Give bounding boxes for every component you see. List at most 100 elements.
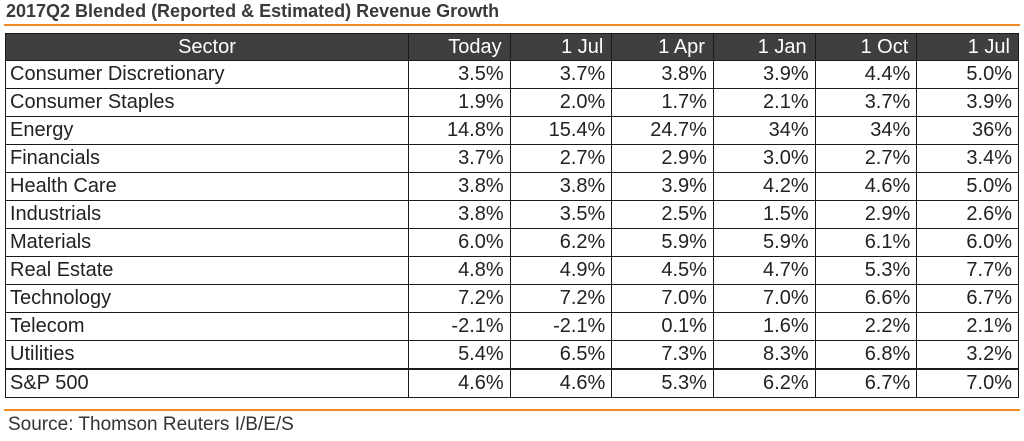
value-cell: 3.8% <box>408 200 511 229</box>
revenue-growth-table: Sector Today 1 Jul 1 Apr 1 Jan 1 Oct 1 J… <box>5 33 1019 398</box>
sector-name: Telecom <box>5 312 409 341</box>
sector-name: Utilities <box>5 340 409 370</box>
value-cell: 6.0% <box>916 228 1019 257</box>
table-row: Financials 3.7% 2.7% 2.9% 3.0% 2.7% 3.4% <box>5 144 1019 173</box>
value-cell: 7.0% <box>712 284 816 313</box>
value-cell: 6.8% <box>814 340 918 370</box>
sector-name: Real Estate <box>5 256 409 285</box>
sector-name: Financials <box>5 144 409 173</box>
value-cell: 5.3% <box>814 256 918 285</box>
value-cell: 4.6% <box>814 172 918 201</box>
sector-name: Energy <box>5 116 409 145</box>
value-cell: 5.0% <box>916 172 1019 201</box>
value-cell: 3.7% <box>509 60 613 89</box>
value-cell: 34% <box>712 116 816 145</box>
value-cell: 3.7% <box>408 144 511 173</box>
value-cell: 3.4% <box>916 144 1019 173</box>
value-cell: 6.7% <box>814 368 918 398</box>
value-cell: 7.2% <box>408 284 511 313</box>
sector-name: Health Care <box>5 172 409 201</box>
value-cell: 34% <box>814 116 918 145</box>
column-header-1-jul-prior: 1 Jul <box>916 33 1019 61</box>
table-row: Utilities 5.4% 6.5% 7.3% 8.3% 6.8% 3.2% <box>5 340 1019 370</box>
value-cell: 6.6% <box>814 284 918 313</box>
table-row: Technology 7.2% 7.2% 7.0% 7.0% 6.6% 6.7% <box>5 284 1019 313</box>
column-header-1-oct: 1 Oct <box>814 33 918 61</box>
value-cell: 3.9% <box>916 88 1019 117</box>
table-row: Consumer Discretionary 3.5% 3.7% 3.8% 3.9% 4.… <box>5 60 1019 89</box>
value-cell: 2.6% <box>916 200 1019 229</box>
value-cell: 3.9% <box>611 172 714 201</box>
bottom-accent-rule <box>4 409 1020 411</box>
value-cell: 6.1% <box>814 228 918 257</box>
value-cell: 2.7% <box>509 144 613 173</box>
sector-name: Materials <box>5 228 409 257</box>
value-cell: 36% <box>916 116 1019 145</box>
value-cell: 2.0% <box>509 88 613 117</box>
table-row: Consumer Staples 1.9% 2.0% 1.7% 2.1% 3.7% 3.9% <box>5 88 1019 117</box>
column-header-1-apr: 1 Apr <box>611 33 714 61</box>
total-row: S&P 500 4.6% 4.6% 5.3% 6.2% 6.7% 7.0% <box>5 368 1019 398</box>
value-cell: 3.8% <box>408 172 511 201</box>
value-cell: 3.5% <box>408 60 511 89</box>
table-row: Real Estate 4.8% 4.9% 4.5% 4.7% 5.3% 7.7% <box>5 256 1019 285</box>
value-cell: 7.0% <box>916 368 1019 398</box>
sector-name: Consumer Discretionary <box>5 60 409 89</box>
table-title: 2017Q2 Blended (Reported & Estimated) Re… <box>6 1 500 21</box>
value-cell: 5.9% <box>712 228 816 257</box>
sector-name: Industrials <box>5 200 409 229</box>
value-cell: 4.8% <box>408 256 511 285</box>
source-note: Source: Thomson Reuters I/B/E/S <box>8 414 294 435</box>
value-cell: 3.7% <box>814 88 918 117</box>
value-cell: 4.6% <box>509 368 613 398</box>
value-cell: 1.5% <box>712 200 816 229</box>
value-cell: 7.3% <box>611 340 714 370</box>
value-cell: 7.2% <box>509 284 613 313</box>
value-cell: 5.4% <box>408 340 511 370</box>
value-cell: 6.2% <box>509 228 613 257</box>
column-header-today: Today <box>408 33 511 61</box>
value-cell: 2.1% <box>916 312 1019 341</box>
value-cell: 1.6% <box>712 312 816 341</box>
value-cell: 6.7% <box>916 284 1019 313</box>
value-cell: 2.7% <box>814 144 918 173</box>
value-cell: 1.9% <box>408 88 511 117</box>
value-cell: 7.0% <box>611 284 714 313</box>
header-row: Sector Today 1 Jul 1 Apr 1 Jan 1 Oct 1 J… <box>5 33 1019 61</box>
value-cell: 6.2% <box>712 368 816 398</box>
value-cell: 5.9% <box>611 228 714 257</box>
value-cell: 2.5% <box>611 200 714 229</box>
value-cell: 3.2% <box>916 340 1019 370</box>
sector-name: Technology <box>5 284 409 313</box>
value-cell: 4.2% <box>712 172 816 201</box>
value-cell: 1.7% <box>611 88 714 117</box>
value-cell: -2.1% <box>408 312 511 341</box>
table-row: Energy 14.8% 15.4% 24.7% 34% 34% 36% <box>5 116 1019 145</box>
value-cell: 2.1% <box>712 88 816 117</box>
column-header-1-jan: 1 Jan <box>712 33 816 61</box>
value-cell: 4.6% <box>408 368 511 398</box>
value-cell: 5.0% <box>916 60 1019 89</box>
value-cell: 3.8% <box>611 60 714 89</box>
value-cell: 7.7% <box>916 256 1019 285</box>
value-cell: 3.0% <box>712 144 816 173</box>
value-cell: 3.8% <box>509 172 613 201</box>
value-cell: 4.4% <box>814 60 918 89</box>
value-cell: 3.9% <box>712 60 816 89</box>
value-cell: 2.9% <box>611 144 714 173</box>
value-cell: 0.1% <box>611 312 714 341</box>
value-cell: 14.8% <box>408 116 511 145</box>
value-cell: -2.1% <box>509 312 613 341</box>
total-label: S&P 500 <box>5 368 409 398</box>
table-row: Health Care 3.8% 3.8% 3.9% 4.2% 4.6% 5.0% <box>5 172 1019 201</box>
value-cell: 3.5% <box>509 200 613 229</box>
value-cell: 5.3% <box>611 368 714 398</box>
table-row: Telecom -2.1% -2.1% 0.1% 1.6% 2.2% 2.1% <box>5 312 1019 341</box>
sector-name: Consumer Staples <box>5 88 409 117</box>
table-row: Materials 6.0% 6.2% 5.9% 5.9% 6.1% 6.0% <box>5 228 1019 257</box>
column-header-sector: Sector <box>5 33 409 61</box>
value-cell: 2.2% <box>814 312 918 341</box>
column-header-1-jul: 1 Jul <box>509 33 613 61</box>
value-cell: 24.7% <box>611 116 714 145</box>
value-cell: 4.9% <box>509 256 613 285</box>
